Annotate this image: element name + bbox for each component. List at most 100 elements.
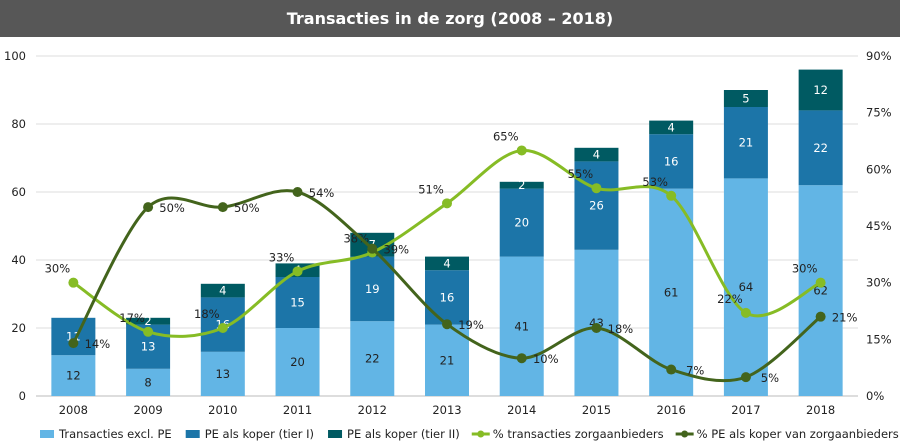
bar-data-label: 62: [813, 284, 828, 298]
y-tick-label: 20: [11, 321, 26, 335]
y2-tick-label: 90%: [866, 49, 892, 63]
line-series: [72, 148, 822, 338]
line-point: [666, 190, 677, 201]
line-data-label: 14%: [85, 337, 111, 351]
line-data-label: 30%: [45, 262, 71, 276]
legend-label: Transacties excl. PE: [58, 427, 172, 441]
line-point: [217, 202, 228, 213]
line-data-label: 18%: [194, 307, 220, 321]
bar-segment: [723, 107, 768, 179]
bar-data-label: 26: [589, 199, 604, 213]
legend-label: % transacties zorgaanbieders: [493, 427, 664, 441]
x-tick-label: 2014: [507, 403, 536, 417]
x-tick-label: 2012: [358, 403, 387, 417]
line-point: [740, 307, 751, 318]
line-data-label: 54%: [309, 186, 335, 200]
bar-segment: [574, 147, 619, 162]
bar-segment: [499, 188, 544, 257]
line-data-label: 50%: [159, 201, 185, 215]
line-data-label: 39%: [383, 243, 409, 257]
line-point: [740, 372, 751, 383]
x-tick-label: 2011: [283, 403, 312, 417]
line-data-label: 55%: [568, 167, 594, 181]
y-tick-label: 40: [11, 253, 26, 267]
bar-segment: [275, 328, 320, 396]
y2-tick-label: 30%: [866, 276, 892, 290]
y-tick-label: 60: [11, 185, 26, 199]
bar-data-label: 64: [739, 280, 754, 294]
line-point: [367, 243, 378, 254]
line-data-label: 50%: [234, 201, 260, 215]
bar-data-label: 16: [440, 290, 455, 304]
x-tick-label: 2009: [133, 403, 162, 417]
bar-segment: [649, 134, 694, 189]
legend-marker: [681, 430, 689, 438]
bar-segment: [51, 355, 96, 396]
line-data-label: 53%: [642, 175, 668, 189]
line-data-label: 51%: [418, 182, 444, 196]
bar-segment: [275, 277, 320, 328]
legend-swatch: [40, 430, 54, 438]
line-point: [217, 323, 228, 333]
bar-data-label: 15: [290, 296, 305, 310]
bar-data-label: 4: [668, 120, 675, 134]
line-point: [143, 326, 154, 337]
line-point: [292, 187, 303, 197]
line-point: [591, 323, 602, 333]
line-data-label: 30%: [792, 262, 818, 276]
line-point: [68, 277, 79, 288]
bar-data-label: 12: [813, 83, 828, 97]
x-tick-label: 2018: [806, 403, 835, 417]
bar-data-label: 2: [144, 314, 151, 328]
bar-data-label: 13: [215, 367, 230, 381]
line-data-label: 5%: [761, 371, 779, 385]
line-point: [143, 202, 154, 213]
y2-tick-label: 75%: [866, 106, 892, 120]
x-tick-label: 2010: [208, 403, 237, 417]
bar-segment: [425, 324, 469, 396]
bar-data-label: 22: [365, 352, 380, 366]
bar-data-label: 2: [518, 178, 525, 192]
y-tick-label: 80: [11, 117, 26, 131]
x-tick-label: 2016: [657, 403, 686, 417]
line-point: [815, 277, 826, 288]
y2-tick-label: 0%: [866, 389, 884, 403]
line-data-label: 19%: [458, 318, 484, 332]
x-tick-label: 2013: [432, 403, 461, 417]
x-tick-label: 2008: [59, 403, 88, 417]
bar-data-label: 13: [141, 340, 156, 354]
line-point: [516, 353, 527, 364]
bar-data-label: 61: [664, 285, 679, 299]
bar-segment: [200, 351, 245, 396]
bar-data-label: 21: [440, 353, 455, 367]
bar-segment: [350, 321, 395, 396]
line-point: [292, 266, 303, 277]
chart-title: Transacties in de zorg (2008 – 2018): [0, 0, 900, 37]
line-data-label: 33%: [269, 250, 295, 264]
bar-segment: [350, 256, 395, 322]
bar-data-label: 4: [443, 256, 450, 270]
bar-segment: [723, 178, 768, 396]
line-point: [516, 145, 527, 156]
bar-data-label: 21: [739, 136, 754, 150]
line-point: [442, 198, 452, 209]
legend-label: PE als koper (tier II): [347, 427, 460, 441]
x-tick-label: 2015: [582, 403, 611, 417]
bar-segment: [499, 181, 544, 189]
y2-tick-label: 60%: [866, 162, 892, 176]
bar-segment: [51, 317, 96, 356]
line-data-label: 22%: [717, 292, 743, 306]
bar-segment: [126, 317, 171, 325]
line-data-label: 17%: [119, 311, 145, 325]
line-point: [68, 338, 79, 349]
bar-data-label: 22: [813, 141, 828, 155]
bar-data-label: 4: [593, 148, 600, 162]
bar-segment: [798, 69, 843, 111]
y-tick-label: 0: [19, 389, 26, 403]
line-point: [442, 319, 452, 330]
bar-data-label: 41: [514, 319, 529, 333]
bar-data-label: 19: [365, 282, 380, 296]
legend-swatch: [185, 430, 200, 438]
